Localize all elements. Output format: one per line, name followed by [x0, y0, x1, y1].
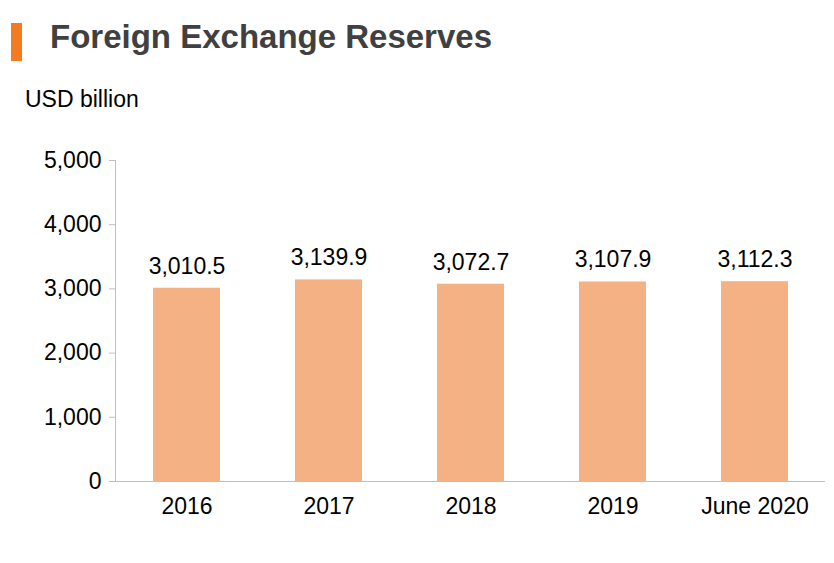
svg-text:2,000: 2,000: [44, 339, 102, 365]
svg-text:June 2020: June 2020: [701, 493, 808, 519]
svg-text:3,139.9: 3,139.9: [291, 244, 368, 270]
svg-text:3,072.7: 3,072.7: [433, 249, 510, 275]
svg-text:2017: 2017: [303, 493, 354, 519]
svg-text:3,000: 3,000: [44, 275, 102, 301]
svg-text:1,000: 1,000: [44, 404, 102, 430]
svg-text:0: 0: [89, 468, 102, 494]
svg-text:3,112.3: 3,112.3: [717, 246, 792, 272]
svg-text:4,000: 4,000: [44, 211, 102, 237]
svg-text:3,107.9: 3,107.9: [575, 246, 652, 272]
html-text:USD billion: USD billion: [25, 86, 139, 112]
svg-text:2019: 2019: [587, 493, 638, 519]
svg-text:3,010.5: 3,010.5: [149, 253, 226, 279]
svg-text:2016: 2016: [161, 493, 212, 519]
svg-text:5,000: 5,000: [44, 147, 102, 173]
svg-text:2018: 2018: [445, 493, 496, 519]
html-text:Foreign Exchange Reserves: Foreign Exchange Reserves: [50, 18, 492, 55]
